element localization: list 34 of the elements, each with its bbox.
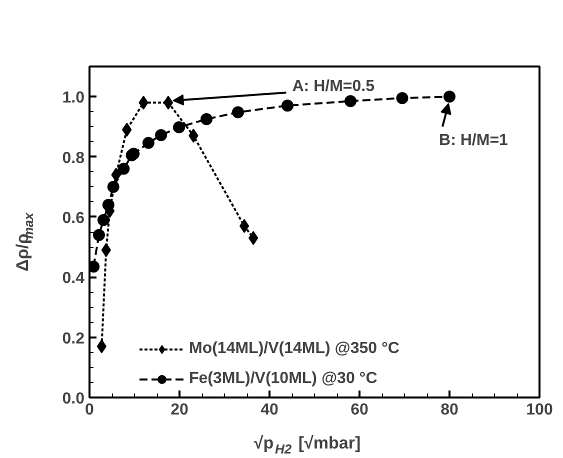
point xyxy=(282,100,294,112)
point xyxy=(344,95,356,108)
x-tick-label: 20 xyxy=(170,402,188,418)
point xyxy=(232,106,244,118)
point xyxy=(173,121,186,134)
x-tick-label: 60 xyxy=(350,402,368,418)
point xyxy=(107,180,120,193)
y-tick-label: 0.8 xyxy=(62,150,85,167)
point xyxy=(118,162,130,175)
x-tick-label: 0 xyxy=(85,402,94,418)
point xyxy=(163,96,174,110)
y-tick-label: 1.0 xyxy=(62,90,85,107)
point xyxy=(239,218,250,233)
annotation: B: H/M=1 xyxy=(439,132,508,150)
y-tick-label: 0.6 xyxy=(62,210,85,227)
point xyxy=(248,231,258,246)
x-tick-label: 100 xyxy=(526,402,553,418)
legend-label: Mo(14ML)/V(14ML) @350 °C xyxy=(189,340,400,358)
annotation: A: H/M=0.5 xyxy=(292,78,375,96)
point xyxy=(97,214,110,226)
point xyxy=(92,229,105,241)
point xyxy=(102,198,114,211)
y-tick-label: 0.2 xyxy=(62,330,85,348)
legend-label: Fe(3ML)/V(10ML) @30 °C xyxy=(189,370,378,388)
point xyxy=(444,90,456,103)
point xyxy=(200,113,212,126)
y-tick-label: 0.0 xyxy=(62,390,85,408)
x-tick-label: 80 xyxy=(440,402,458,418)
x-tick-label: 40 xyxy=(260,402,278,418)
point xyxy=(142,136,154,149)
y-tick-label: 0.4 xyxy=(62,270,85,288)
point xyxy=(396,92,408,104)
y-axis-title: Δρ/ρmax xyxy=(13,212,36,272)
point xyxy=(155,129,168,142)
